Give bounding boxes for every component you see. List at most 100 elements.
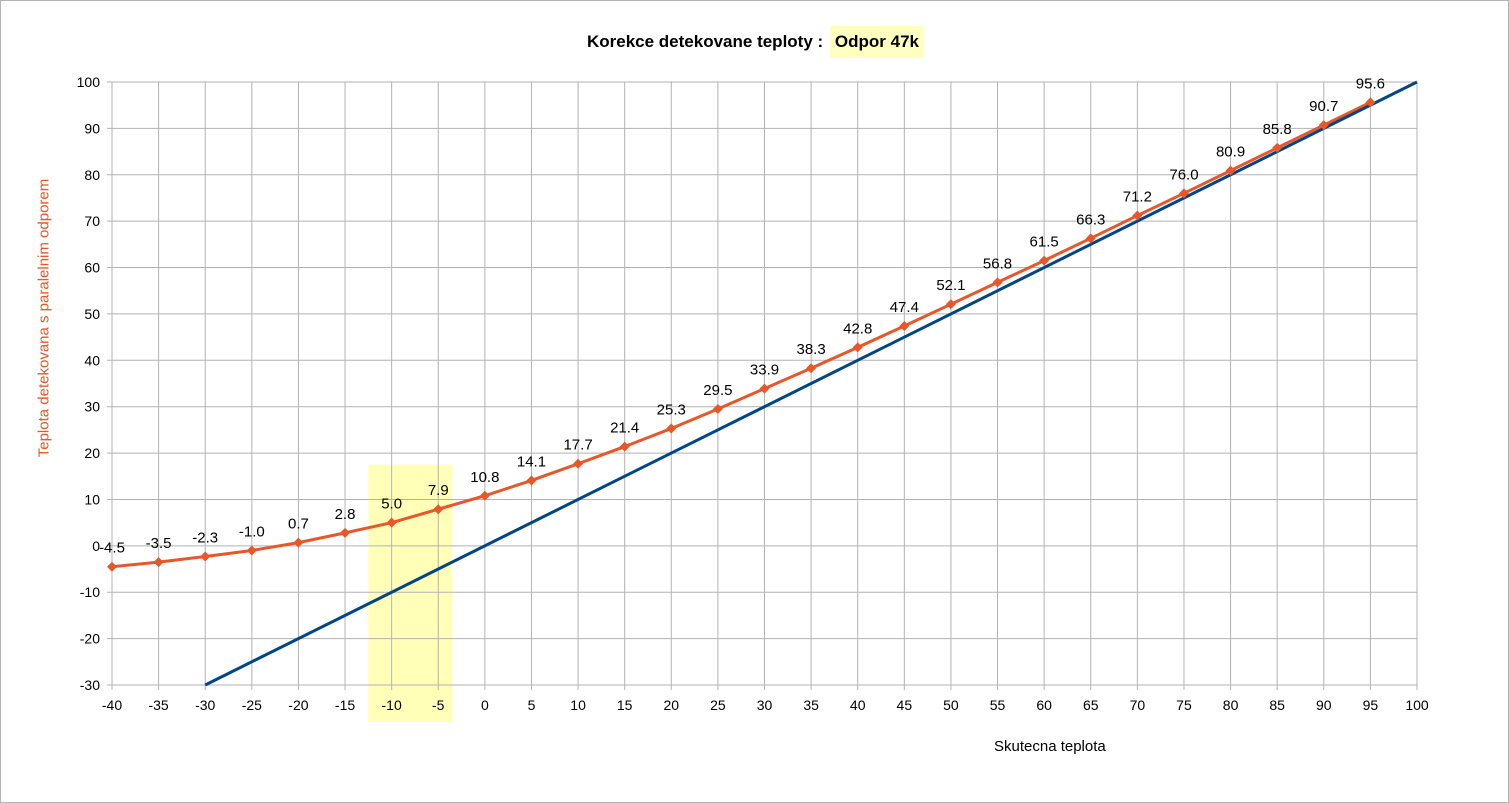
x-tick-label: -30 [195,697,215,713]
series-line-1 [111,101,1372,569]
x-tick-label: 15 [617,697,633,713]
data-point-marker [1365,97,1376,108]
data-point-marker [1132,210,1143,221]
data-label: 61.5 [1030,234,1059,251]
x-tick-label: 20 [663,697,679,713]
data-point-marker [340,527,351,538]
x-tick-label: 100 [1405,697,1429,713]
y-tick-label: -30 [80,677,100,693]
x-tick-label: 50 [943,697,959,713]
y-tick-label: -10 [80,584,100,600]
data-point-marker [1178,188,1189,199]
data-label: 5.0 [381,496,402,513]
x-tick-label: 0 [481,697,489,713]
x-tick-label: 90 [1316,697,1332,713]
x-tick-label: 65 [1083,697,1099,713]
data-label: 21.4 [610,420,639,437]
data-label: -3.5 [146,535,172,552]
series-line-2 [204,80,1418,687]
data-label: -2.3 [192,530,218,547]
data-point-marker [899,320,910,331]
data-point-marker [1085,233,1096,244]
data-label: 76.0 [1169,166,1198,183]
data-label: 66.3 [1076,211,1105,228]
data-point-marker [479,490,490,501]
data-point-marker [619,441,630,452]
data-label: 47.4 [890,299,919,316]
chart-title: Korekce detekovane teploty : Odpor 47k [0,26,1509,58]
chart-title-main: Korekce detekovane teploty : [586,32,824,51]
data-point-marker [1039,255,1050,266]
data-point-marker [433,504,444,515]
x-tick-label: 10 [570,697,586,713]
data-label: 80.9 [1216,144,1245,161]
data-label: 25.3 [657,401,686,418]
x-tick-label: 40 [850,697,866,713]
chart-title-highlight: Odpor 47k [829,26,925,58]
x-tick-label: -5 [432,697,445,713]
data-label: 10.8 [470,469,499,486]
x-tick-label: 95 [1363,697,1379,713]
data-label: 0.7 [288,516,309,533]
data-point-marker [945,299,956,310]
x-tick-label: 85 [1269,697,1285,713]
data-point-marker [153,557,164,568]
data-point-marker [852,342,863,353]
x-tick-label: -15 [335,697,355,713]
x-tick-label: 30 [757,697,773,713]
x-tick-label: 80 [1223,697,1239,713]
y-tick-label: 50 [84,306,100,322]
data-label: -4.5 [99,540,125,557]
data-label: 38.3 [797,341,826,358]
y-tick-label: 70 [84,213,100,229]
x-tick-label: -40 [102,697,122,713]
y-tick-label: 10 [84,491,100,507]
data-label: 90.7 [1309,98,1338,115]
data-label: 33.9 [750,362,779,379]
data-point-marker [107,561,117,572]
data-point-marker [759,383,770,394]
data-point-marker [1272,142,1283,153]
data-point-marker [200,551,211,562]
data-label: 85.8 [1263,121,1292,138]
data-point-marker [806,363,817,374]
data-point-marker [1318,120,1329,131]
data-label: 42.8 [843,320,872,337]
data-label: 52.1 [936,277,965,294]
data-point-marker [386,517,397,528]
x-tick-label: 35 [803,697,819,713]
x-tick-label: -25 [242,697,262,713]
y-tick-label: 30 [84,399,100,415]
y-tick-label: 80 [84,167,100,183]
data-point-marker [712,404,723,415]
data-point-marker [666,423,677,434]
x-tick-label: 60 [1036,697,1052,713]
data-label: 17.7 [563,437,592,454]
x-tick-label: 70 [1130,697,1146,713]
data-label: 56.8 [983,255,1012,272]
y-tick-label: 20 [84,445,100,461]
x-tick-label: 75 [1176,697,1192,713]
data-label: -1.0 [239,523,265,540]
x-tick-label: -35 [148,697,168,713]
x-tick-label: 5 [528,697,536,713]
data-label: 71.2 [1123,189,1152,206]
x-tick-label: -20 [288,697,308,713]
data-point-marker [573,458,584,469]
data-label: 29.5 [703,382,732,399]
data-label: 7.9 [428,482,449,499]
data-point-marker [293,537,304,548]
data-point-marker [246,545,257,556]
x-axis-label: Skutecna teplota [994,738,1106,755]
y-tick-label: 40 [84,352,100,368]
data-point-marker [992,277,1003,288]
y-tick-label: 90 [84,120,100,136]
y-tick-label: 0 [92,538,100,554]
y-tick-label: 60 [84,260,100,276]
data-label: 2.8 [335,506,356,523]
data-label: 95.6 [1356,75,1385,92]
data-label: 14.1 [517,453,546,470]
x-tick-label: -10 [382,697,402,713]
data-point-marker [1225,165,1236,176]
